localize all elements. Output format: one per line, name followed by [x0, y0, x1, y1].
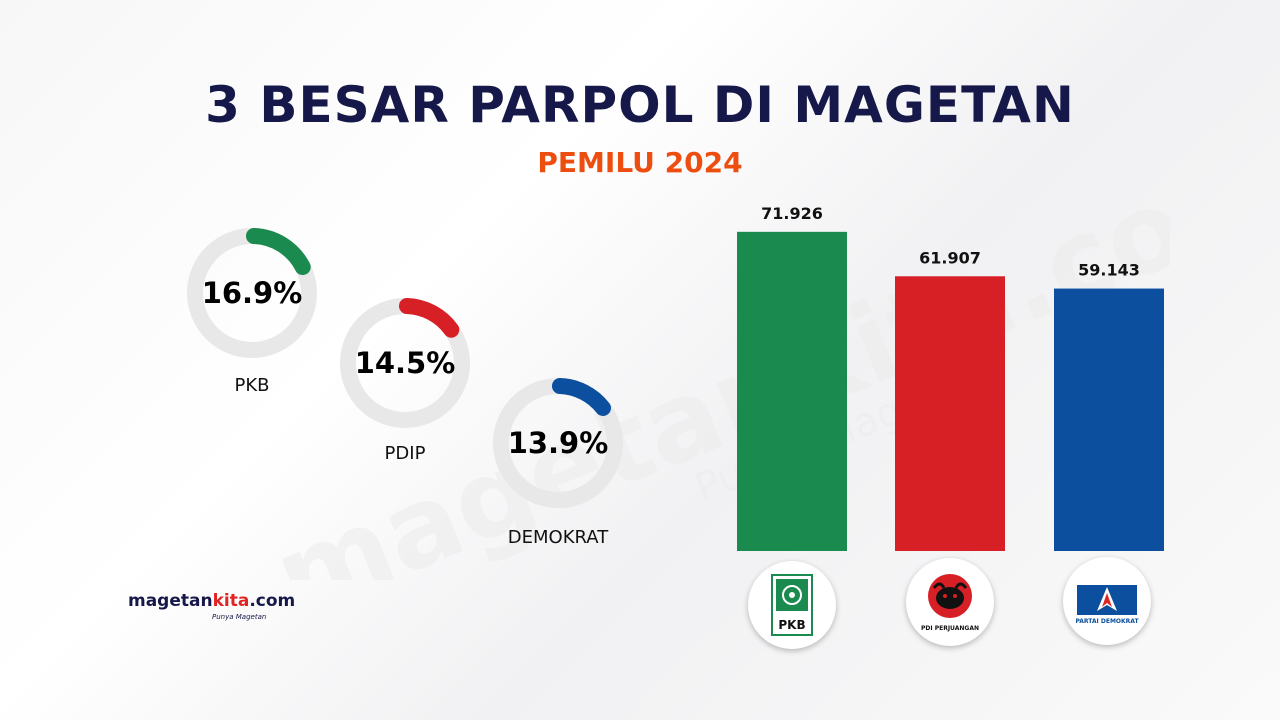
pdi-perjuangan-logo-icon: PDI PERJUANGAN: [906, 558, 994, 646]
donut-value-pdip: 14.5%: [354, 346, 456, 380]
site-logo: magetankita.com: [128, 591, 295, 611]
pdi-logo-text: PDI PERJUANGAN: [921, 625, 979, 632]
donut-label-pkb: PKB: [234, 375, 270, 396]
bar-pkb: [737, 231, 847, 551]
bar-demokrat: [1054, 288, 1164, 551]
logo-brand-main: magetan: [128, 591, 213, 611]
bar-value-label-pkb: 71.926: [761, 204, 823, 223]
bar-value-label-pdip: 61.907: [919, 248, 981, 267]
logo-tagline: Punya Magetan: [212, 613, 267, 621]
pkb-logo-icon: PKB: [748, 561, 836, 649]
donut-value-demokrat: 13.9%: [507, 426, 609, 460]
donut-arc-pdip: [340, 297, 470, 428]
bar-value-label-demokrat: 59.143: [1078, 261, 1140, 280]
logo-brand-suffix: .com: [249, 591, 296, 611]
logo-brand-accent: kita: [212, 591, 250, 611]
page-title: 3 BESAR PARPOL DI MAGETAN: [205, 76, 1075, 134]
donut-label-pdip: PDIP: [384, 443, 426, 464]
donut-label-demokrat: DEMOKRAT: [507, 527, 609, 548]
donut-value-pkb: 16.9%: [201, 276, 303, 310]
bar-pdip: [895, 276, 1005, 551]
pkb-logo-text: PKB: [778, 618, 805, 632]
demokrat-logo-text: PARTAI DEMOKRAT: [1075, 618, 1139, 625]
donut-arc-pkb: [187, 228, 317, 358]
page-subtitle: PEMILU 2024: [537, 146, 743, 179]
donut-arc-demokrat: [493, 378, 623, 508]
partai-demokrat-logo-icon: PARTAI DEMOKRAT: [1063, 557, 1151, 645]
